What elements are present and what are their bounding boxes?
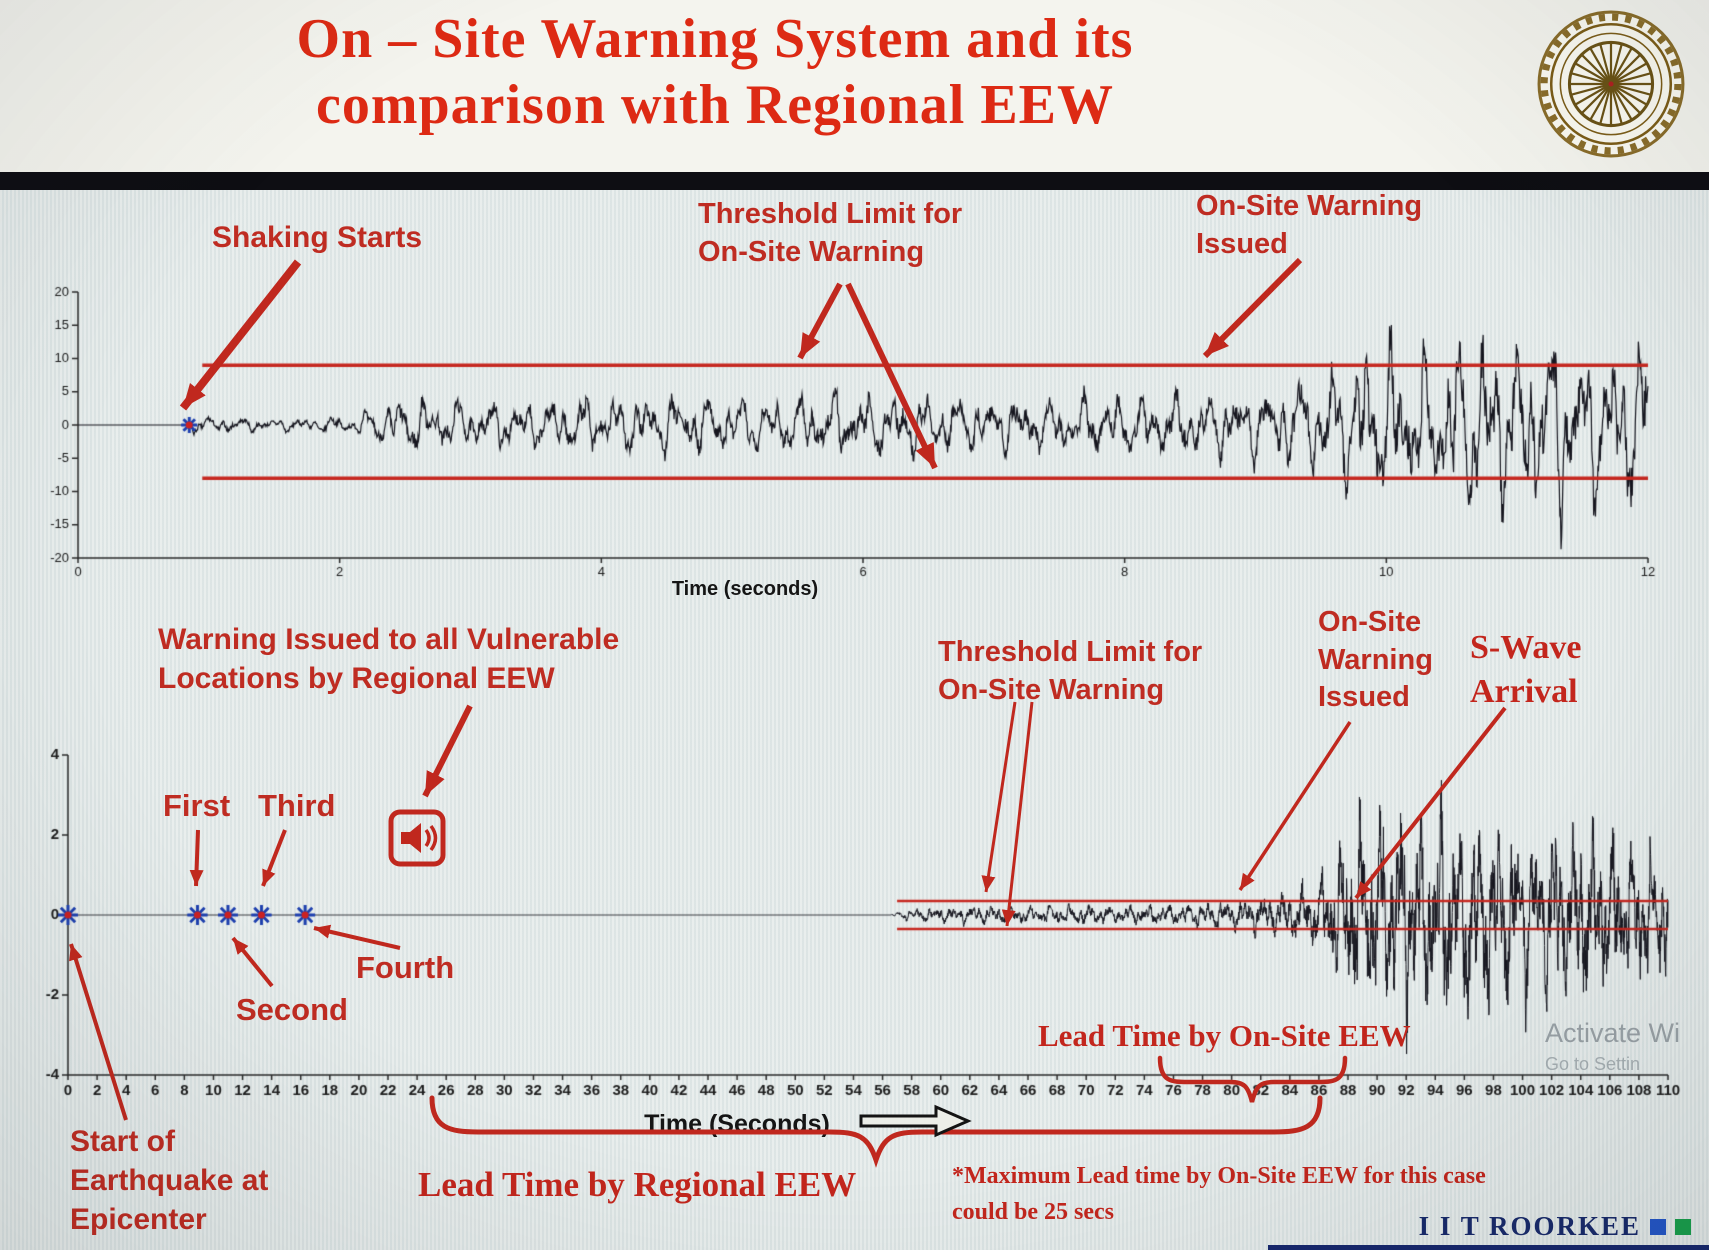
seismogram-bottom-canvas — [0, 740, 1709, 1118]
header-divider — [0, 172, 1709, 190]
label-lead-time-regional: Lead Time by Regional EEW — [418, 1165, 857, 1204]
seismogram-top-canvas — [0, 278, 1709, 590]
bottom-chart-xlabel: Time (Seconds) — [644, 1110, 830, 1138]
slide-title: On – Site Warning System and its compari… — [296, 8, 1134, 137]
brand-green-square — [1675, 1218, 1691, 1235]
label-onsite-issued-bottom: On-Site Warning Issued — [1318, 606, 1433, 714]
go-to-settings-watermark: Go to Settin — [1545, 1054, 1641, 1074]
label-fourth: Fourth — [356, 950, 455, 985]
label-max-lead-note: *Maximum Lead time by On-Site EEW for th… — [952, 1163, 1486, 1225]
activate-windows-watermark: Activate Wi — [1545, 1018, 1681, 1048]
time-axis-arrow-icon — [859, 1104, 972, 1138]
label-lead-time-onsite: Lead Time by On-Site EEW — [1038, 1018, 1411, 1053]
label-threshold-bottom: Threshold Limit for On-Site Warning — [938, 636, 1203, 706]
label-regional-warning: Warning Issued to all Vulnerable Locatio… — [158, 623, 620, 695]
label-s-wave-arrival: S-Wave Arrival — [1470, 629, 1582, 711]
label-second: Second — [236, 992, 348, 1027]
label-third: Third — [258, 788, 336, 823]
label-onsite-issued-top: On-Site Warning Issued — [1196, 190, 1423, 260]
label-threshold-top: Threshold Limit for On-Site Warning — [698, 198, 963, 268]
top-chart-xlabel: Time (seconds) — [671, 578, 819, 600]
brand-blue-square — [1650, 1218, 1666, 1235]
brand-text: I I T ROORKEE — [1418, 1211, 1641, 1241]
regional-warning-speaker-icon — [388, 809, 446, 872]
iit-roorkee-brand: I I T ROORKEE — [1419, 1211, 1691, 1242]
footer-navy-line — [1268, 1245, 1709, 1250]
slide-header: On – Site Warning System and its compari… — [0, 0, 1709, 172]
label-first: First — [163, 788, 231, 823]
iit-roorkee-logo-icon — [1537, 10, 1685, 158]
label-start-epicenter: Start of Earthquake at Epicenter — [70, 1125, 269, 1236]
label-shaking-starts: Shaking Starts — [212, 221, 423, 254]
